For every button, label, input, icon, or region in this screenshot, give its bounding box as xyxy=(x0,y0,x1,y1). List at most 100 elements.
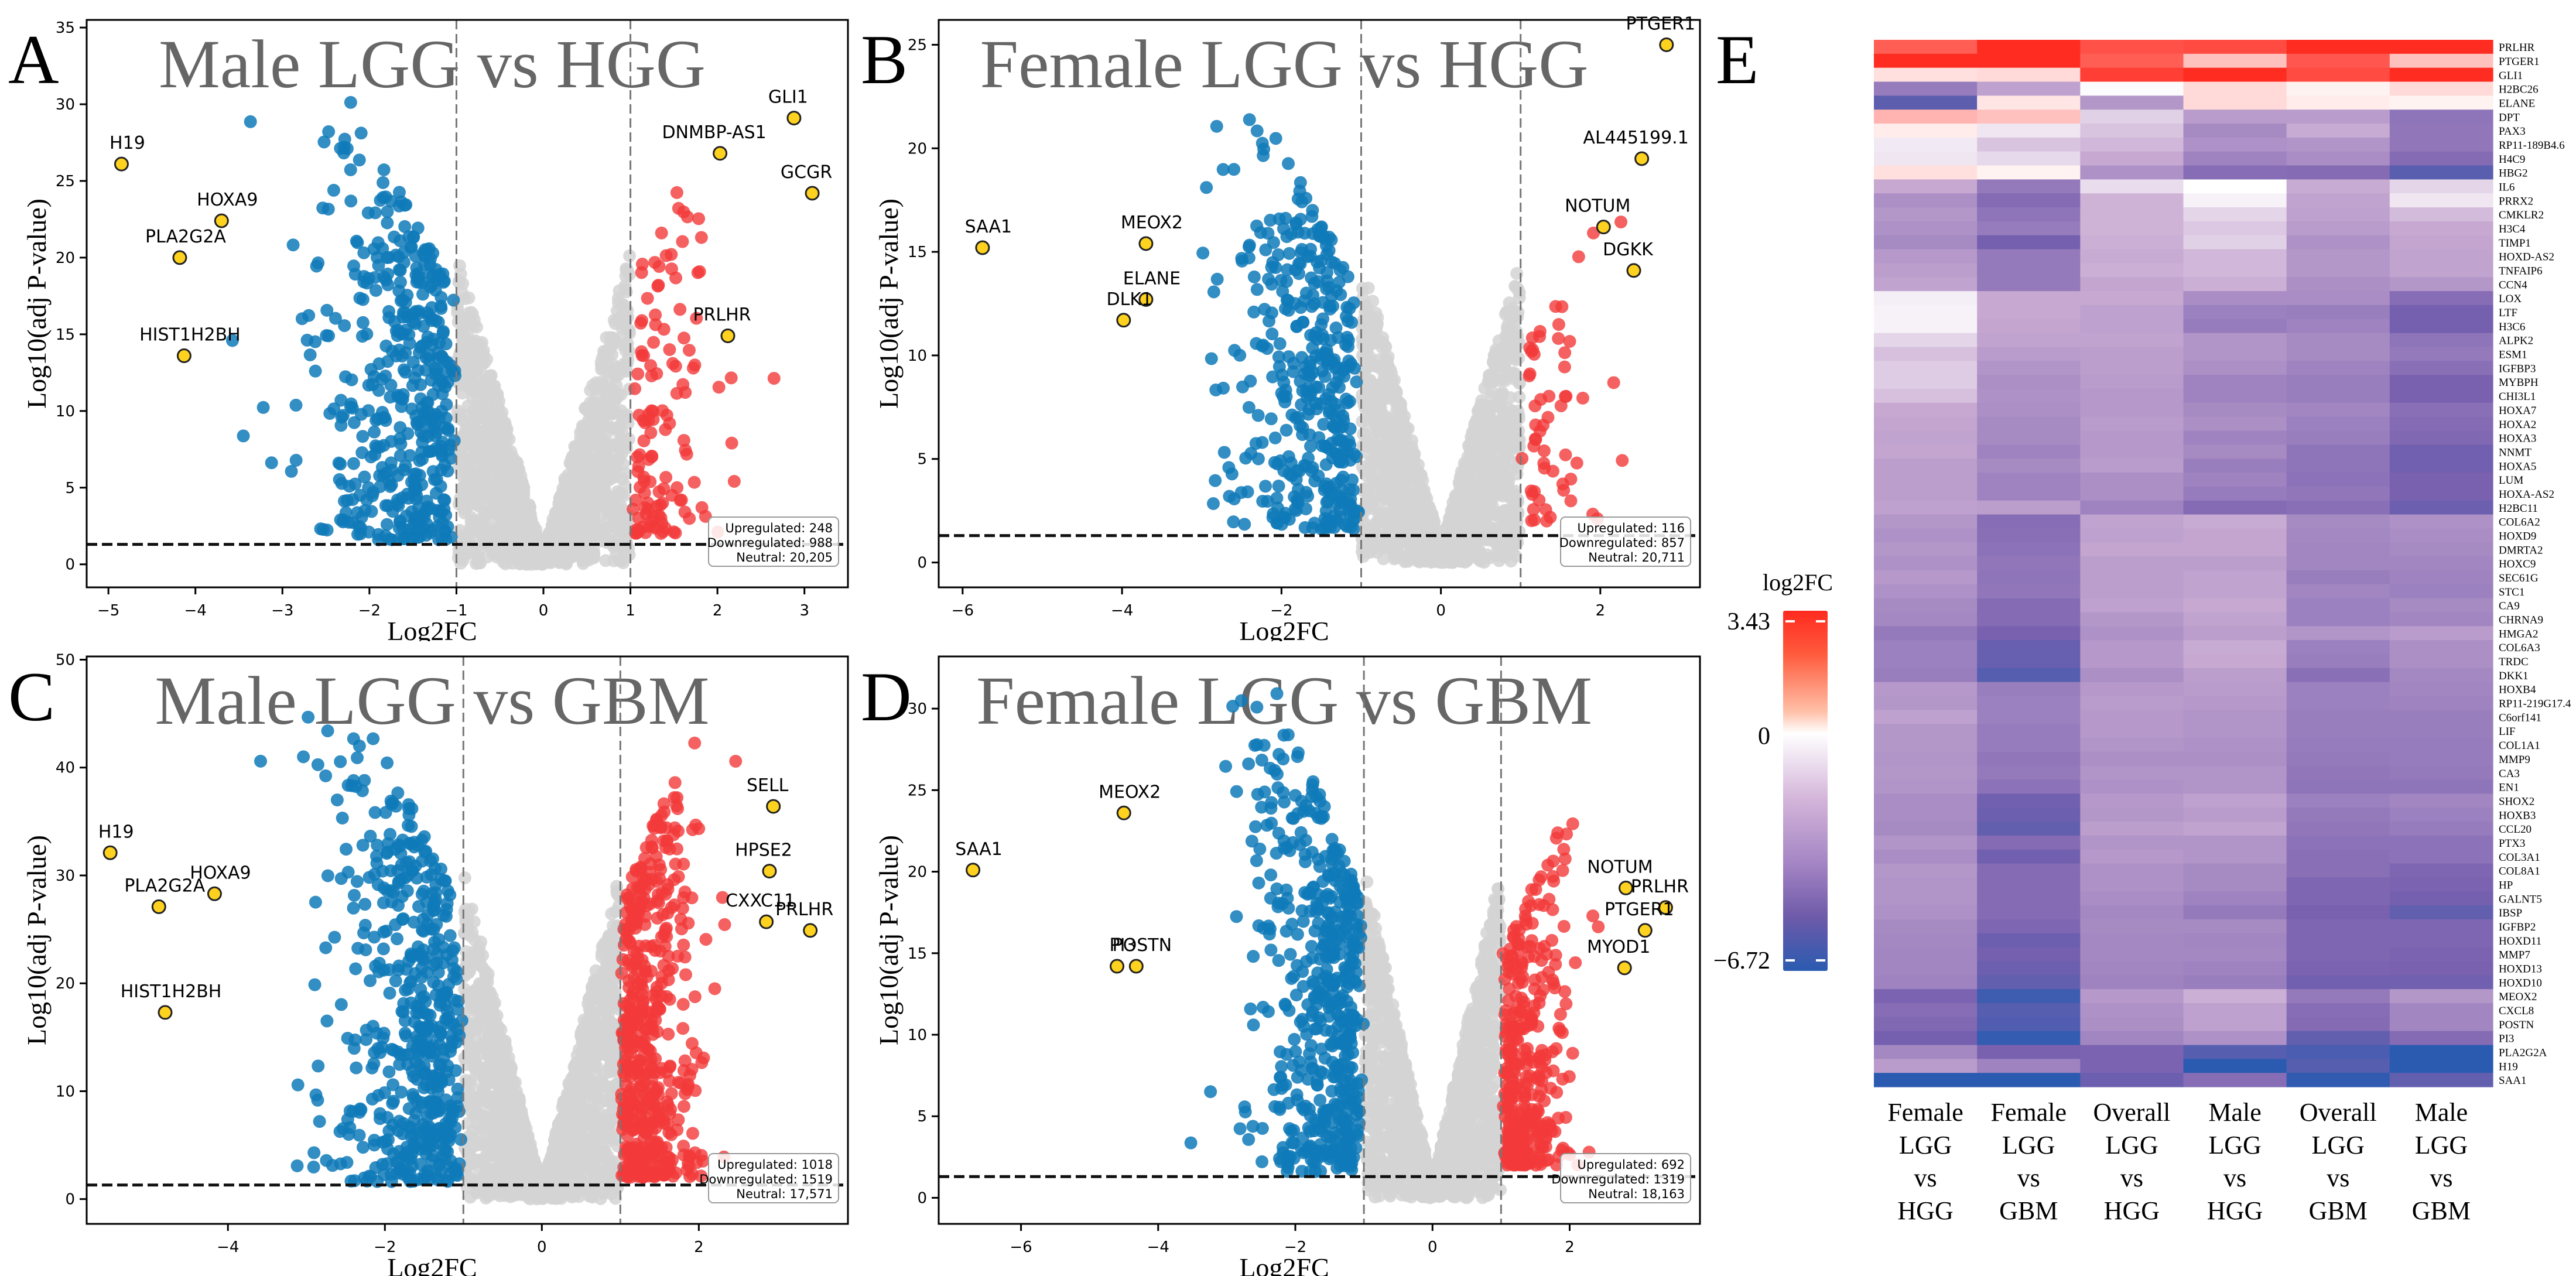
point-neutral xyxy=(594,435,607,448)
point-down xyxy=(1277,376,1291,389)
point-down xyxy=(1241,485,1254,498)
point-down xyxy=(1340,520,1354,533)
point-down xyxy=(1306,341,1319,355)
point-down xyxy=(447,293,460,307)
point-down xyxy=(1269,132,1282,145)
y-tick-label: 20 xyxy=(908,140,927,158)
point-down xyxy=(1272,212,1286,225)
panel-letter-e: E xyxy=(1716,20,1759,98)
point-neutral xyxy=(596,378,609,391)
point-neutral xyxy=(456,286,469,300)
point-down xyxy=(1250,283,1264,296)
point-down xyxy=(348,477,362,491)
point-up xyxy=(629,493,642,507)
point-down xyxy=(379,370,392,383)
highlighted-gene-point xyxy=(1634,151,1650,166)
point-up xyxy=(1559,389,1573,403)
point-up xyxy=(712,381,726,394)
point-up xyxy=(1527,502,1540,516)
point-down xyxy=(1243,240,1256,254)
point-up xyxy=(1572,250,1585,264)
gene-label: GCGR xyxy=(781,162,832,183)
point-down xyxy=(237,429,250,443)
point-neutral xyxy=(1365,522,1378,536)
point-neutral xyxy=(1408,518,1421,531)
point-down xyxy=(1196,247,1210,260)
point-neutral xyxy=(1396,473,1410,486)
point-down xyxy=(1280,423,1293,437)
gene-label: PRLHR xyxy=(693,305,751,325)
x-tick-label: 0 xyxy=(1436,602,1446,620)
point-down xyxy=(1341,396,1354,409)
point-up xyxy=(1559,448,1572,461)
point-down xyxy=(1304,389,1317,403)
point-up xyxy=(633,448,646,461)
point-neutral xyxy=(1393,535,1406,548)
point-neutral xyxy=(457,491,470,505)
point-down xyxy=(421,396,435,409)
point-down xyxy=(344,194,358,208)
point-up xyxy=(727,475,741,488)
point-down xyxy=(1264,412,1278,426)
point-down xyxy=(392,521,406,535)
highlighted-gene-point xyxy=(1626,263,1641,278)
point-down xyxy=(1342,340,1355,353)
panel-letter-a: A xyxy=(8,20,59,98)
point-neutral xyxy=(484,370,497,383)
point-down xyxy=(348,268,362,281)
point-down xyxy=(1284,456,1298,470)
point-down xyxy=(1247,270,1261,283)
point-down xyxy=(347,457,360,470)
point-down xyxy=(1302,451,1315,465)
point-up xyxy=(767,372,781,385)
point-down xyxy=(1319,458,1333,471)
point-up xyxy=(1533,330,1547,343)
point-neutral xyxy=(473,523,486,536)
point-neutral xyxy=(491,403,505,416)
point-neutral xyxy=(572,477,586,491)
point-neutral xyxy=(621,337,634,350)
point-down xyxy=(427,422,441,435)
legend-neutral: Neutral: 20,205 xyxy=(736,550,833,565)
point-neutral xyxy=(608,512,622,525)
point-neutral xyxy=(1368,322,1381,336)
point-neutral xyxy=(1454,471,1467,485)
point-down xyxy=(295,312,309,326)
point-down xyxy=(410,418,424,432)
point-down xyxy=(435,532,449,545)
point-neutral xyxy=(477,348,490,361)
point-down xyxy=(395,350,409,363)
y-axis-label: Log10(adj P-value) xyxy=(22,199,52,409)
point-down xyxy=(317,135,331,149)
point-up xyxy=(725,436,738,450)
point-down xyxy=(1316,312,1330,326)
point-neutral xyxy=(1477,436,1490,450)
highlighted-gene-point xyxy=(1659,37,1674,52)
point-down xyxy=(394,234,407,248)
point-down xyxy=(377,439,391,452)
highlighted-gene-point xyxy=(1138,292,1154,307)
volcano-plot-a: Male LGG vs HGGH19HOXA9PLA2G2AHIST1H2BHG… xyxy=(22,19,849,641)
point-up xyxy=(693,265,706,278)
point-down xyxy=(385,478,398,491)
point-neutral xyxy=(572,448,586,461)
point-down xyxy=(1280,275,1294,288)
point-down xyxy=(362,404,375,418)
point-down xyxy=(412,305,425,318)
point-neutral xyxy=(617,556,630,569)
point-neutral xyxy=(497,555,510,569)
point-neutral xyxy=(618,467,632,480)
point-up xyxy=(637,349,651,362)
point-neutral xyxy=(1513,390,1526,403)
point-down xyxy=(1273,337,1287,350)
point-down xyxy=(420,405,434,419)
point-neutral xyxy=(483,461,497,474)
y-tick-label: 0 xyxy=(65,556,75,574)
point-down xyxy=(429,283,442,297)
x-tick-label: −2 xyxy=(358,602,381,620)
point-down xyxy=(1287,357,1301,370)
point-neutral xyxy=(599,554,613,567)
point-down xyxy=(334,419,348,432)
point-up xyxy=(642,520,656,533)
